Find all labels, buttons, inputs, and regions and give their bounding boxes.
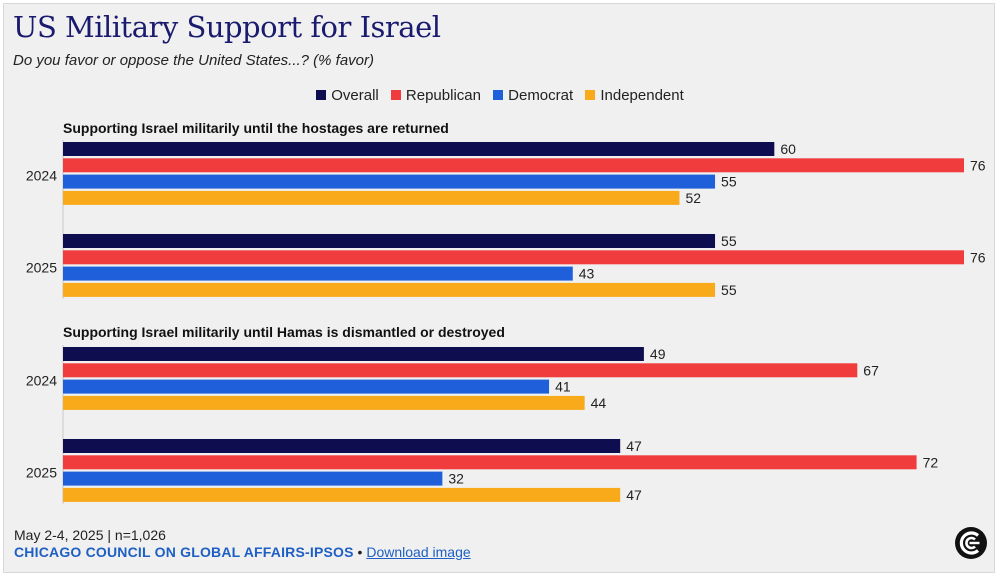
bar-g0-2025-democrat [63, 266, 573, 281]
bar-g0-2025-republican [63, 250, 964, 265]
bar-g0-2024-democrat [63, 174, 716, 189]
legend-item-democrat: Democrat [493, 87, 573, 104]
year-label-g0-2024: 2024 [26, 168, 57, 184]
value-label-g1-2024-republican: 67 [863, 362, 879, 378]
bar-g1-2024-overall [63, 347, 644, 361]
bar-g0-2025-overall [63, 234, 716, 248]
legend: Overall Republican Democrat Independent [0, 87, 1000, 104]
bar-g1-2024-democrat [63, 379, 550, 394]
legend-label-democrat: Democrat [508, 87, 574, 104]
chart-subtitle: Do you favor or oppose the United States… [13, 52, 375, 69]
bar-g1-2025-overall [63, 439, 621, 453]
year-label-g1-2025: 2025 [26, 465, 57, 481]
value-label-g1-2024-independent: 44 [591, 395, 607, 411]
chicago-council-logo-icon [955, 527, 987, 559]
legend-swatch-independent [585, 90, 596, 100]
source-name: CHICAGO COUNCIL ON GLOBAL AFFAIRS-IPSOS [14, 544, 354, 560]
bar-g1-2025-republican [63, 455, 917, 470]
footer-source-line: CHICAGO COUNCIL ON GLOBAL AFFAIRS-IPSOS … [14, 544, 471, 560]
footer-separator: • [353, 544, 367, 560]
legend-label-overall: Overall [331, 87, 379, 104]
download-image-link[interactable]: Download image [366, 544, 471, 560]
footer-date-line: May 2-4, 2025 | n=1,026 [14, 527, 166, 543]
value-label-g0-2025-democrat: 43 [579, 266, 595, 282]
value-label-g0-2024-republican: 76 [970, 157, 986, 173]
legend-label-independent: Independent [600, 87, 684, 104]
value-label-g1-2025-overall: 47 [626, 438, 642, 454]
bar-g1-2025-democrat [63, 471, 443, 486]
legend-swatch-democrat [493, 90, 504, 100]
year-label-g0-2025: 2025 [26, 260, 57, 276]
legend-item-independent: Independent [585, 87, 684, 104]
bar-g0-2024-independent [63, 190, 680, 205]
value-label-g0-2024-independent: 52 [685, 190, 701, 206]
value-label-g1-2025-republican: 72 [923, 454, 939, 470]
value-label-g1-2025-independent: 47 [626, 487, 642, 503]
legend-swatch-overall [316, 90, 327, 100]
value-label-g1-2024-democrat: 41 [555, 379, 571, 395]
value-label-g0-2024-democrat: 55 [721, 174, 737, 190]
value-label-g1-2025-democrat: 32 [448, 471, 464, 487]
legend-item-overall: Overall [316, 87, 379, 104]
value-label-g0-2025-independent: 55 [721, 282, 737, 298]
value-label-g0-2024-overall: 60 [780, 141, 796, 157]
bar-g1-2025-independent [63, 487, 621, 502]
section-title-hostages: Supporting Israel militarily until the h… [63, 120, 449, 136]
bar-g1-2024-independent [63, 395, 585, 410]
legend-label-republican: Republican [405, 87, 481, 104]
chart-title: US Military Support for Israel [13, 10, 441, 44]
bar-g1-2024-republican [63, 363, 858, 378]
year-label-g1-2024: 2024 [26, 373, 57, 389]
value-label-g0-2025-overall: 55 [721, 233, 737, 249]
bar-g0-2024-overall [63, 142, 775, 156]
bar-g0-2025-independent [63, 282, 716, 297]
value-label-g0-2025-republican: 76 [970, 249, 986, 265]
value-label-g1-2024-overall: 49 [650, 346, 666, 362]
section-title-hamas: Supporting Israel militarily until Hamas… [63, 324, 505, 340]
legend-item-republican: Republican [390, 87, 481, 104]
legend-swatch-republican [390, 90, 401, 100]
bar-g0-2024-republican [63, 158, 964, 173]
